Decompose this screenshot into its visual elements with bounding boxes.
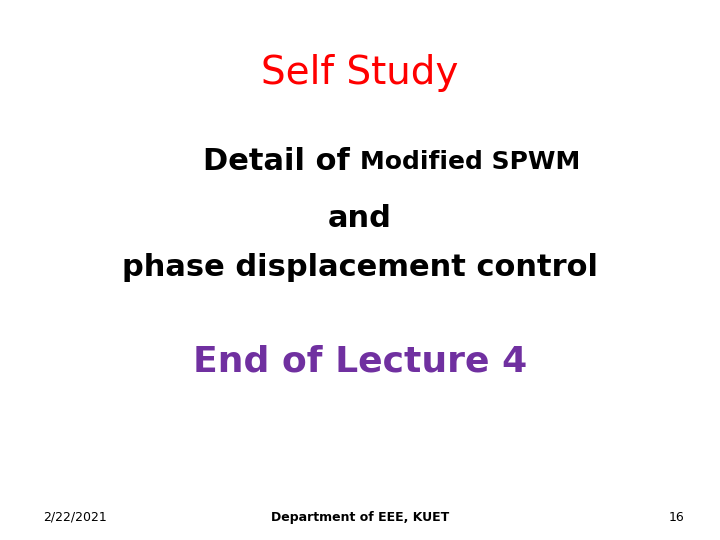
Text: and: and	[328, 204, 392, 233]
Text: phase displacement control: phase displacement control	[122, 253, 598, 282]
Text: 16: 16	[668, 511, 684, 524]
Text: Department of EEE, KUET: Department of EEE, KUET	[271, 511, 449, 524]
Text: Modified SPWM: Modified SPWM	[360, 150, 580, 174]
Text: Detail of: Detail of	[202, 147, 360, 177]
Text: End of Lecture 4: End of Lecture 4	[193, 345, 527, 379]
Text: 2/22/2021: 2/22/2021	[43, 511, 107, 524]
Text: Self Study: Self Study	[261, 54, 459, 92]
